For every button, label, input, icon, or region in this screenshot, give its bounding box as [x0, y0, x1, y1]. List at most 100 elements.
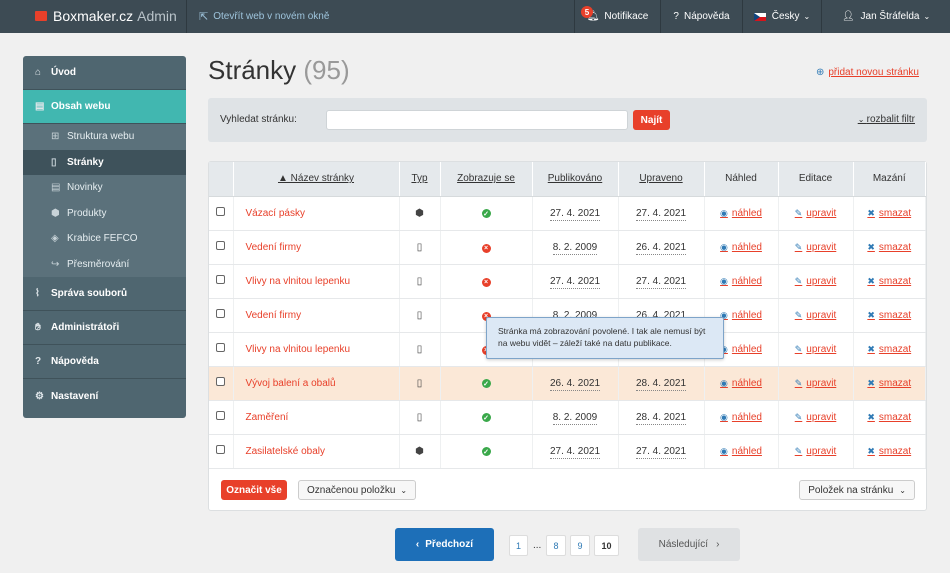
check-circle-icon[interactable]: ✓	[481, 447, 491, 456]
row-checkbox[interactable]	[216, 309, 226, 318]
row-checkbox[interactable]	[216, 445, 226, 454]
check-circle-icon[interactable]: ✓	[481, 379, 491, 388]
page-name-link[interactable]: Zasilatelské obaly	[233, 434, 400, 469]
x-circle-icon[interactable]: ×	[481, 311, 491, 321]
edit-link[interactable]: ✎ upravit	[794, 275, 837, 287]
check-circle-icon[interactable]: ✓	[481, 209, 491, 218]
preview-link[interactable]: ◉náhled	[720, 445, 762, 457]
delete-link[interactable]: ✖ smazat	[867, 207, 912, 219]
edit-icon: ✎	[794, 377, 803, 388]
select-cell	[209, 332, 234, 367]
edit-link[interactable]: ✎ upravit	[794, 343, 837, 355]
select-cell	[209, 366, 234, 401]
search-button[interactable]: Najít	[633, 110, 670, 130]
preview-link[interactable]: ◉náhled	[720, 309, 762, 321]
chevron-down-icon: ⌄	[803, 12, 811, 21]
row-checkbox[interactable]	[216, 377, 226, 386]
delete-link[interactable]: ✖ smazat	[867, 309, 912, 321]
per-page-dropdown[interactable]: Položek na stránku ⌄	[799, 480, 915, 500]
table-row: Zaměření ▯ ✓ 8. 2. 2009 28. 4. 2021 ◉ náhled ✎ u…	[209, 400, 926, 435]
page-name-link[interactable]: Vývoj balení a obalů	[233, 366, 400, 401]
brand-logo[interactable]: Boxmaker.cz Admin	[35, 8, 177, 24]
user-menu[interactable]: 👤︎ Jan Štráfelda ⌄	[821, 0, 950, 33]
page-name-link[interactable]: Zaměření	[233, 400, 400, 435]
edit-link[interactable]: ✎ upravit	[794, 207, 837, 219]
paperclip-icon: ⌇	[35, 288, 40, 299]
language-dropdown[interactable]: Česky ⌄	[742, 0, 821, 33]
sidebar-item-news[interactable]: ▤ Novinky	[51, 182, 103, 194]
sidebar-item-help[interactable]: ? Nápověda	[23, 345, 186, 379]
open-website-link[interactable]: ⇱ Otevřít web v novém okně	[186, 0, 329, 33]
check-circle-icon[interactable]: ✓	[481, 413, 491, 422]
page-name-link[interactable]: Vlivy na vlnitou lepenku	[233, 264, 400, 299]
sidebar-item-files[interactable]: ⌇ Správa souborů	[23, 277, 186, 311]
preview-link[interactable]: ◉náhled	[720, 241, 762, 253]
delete-link[interactable]: ✖ smazat	[867, 343, 912, 355]
sidebar-item-redirects[interactable]: ↪ Přesměrování	[51, 258, 130, 270]
sidebar-item-products[interactable]: ⬢ Produkty	[51, 207, 107, 219]
sidebar-item-home[interactable]: ⌂ Úvod	[23, 56, 186, 90]
name-column-header[interactable]: ▲ Název stránky	[233, 162, 400, 197]
delete-link[interactable]: ✖ smazat	[867, 445, 912, 457]
visibility-cell: ×	[440, 230, 533, 265]
sidebar-item-content[interactable]: ▤ Obsah webu	[23, 90, 186, 124]
x-circle-icon[interactable]: ×	[481, 243, 491, 253]
delete-link[interactable]: ✖ smazat	[867, 241, 912, 253]
edit-link[interactable]: ✎ upravit	[794, 309, 837, 321]
updated-date: 27. 4. 2021	[635, 275, 687, 289]
file-icon: ▯	[416, 275, 423, 287]
sidebar-item-settings[interactable]: ⚙︎ Nastavení	[35, 390, 99, 402]
page-name-link[interactable]: Vedení firmy	[233, 298, 400, 333]
sidebar-item-fefco[interactable]: ◈ Krabice FEFCO	[51, 233, 138, 245]
visibility-cell: ✓	[440, 400, 533, 435]
row-checkbox[interactable]	[216, 275, 226, 284]
delete-cell: ✖ smazat	[853, 196, 926, 231]
mark-all-button[interactable]: Označit vše	[221, 480, 287, 500]
delete-link[interactable]: ✖ smazat	[867, 377, 912, 389]
page-link-10[interactable]: 10	[594, 535, 619, 556]
file-icon: ▯	[416, 241, 423, 253]
edit-link[interactable]: ✎ upravit	[794, 241, 837, 253]
edit-cell: ✎ upravit	[778, 196, 854, 231]
delete-link[interactable]: ✖ smazat	[867, 411, 912, 423]
edit-link[interactable]: ✎ upravit	[794, 445, 837, 457]
search-input[interactable]	[326, 110, 628, 130]
next-page-button[interactable]: Následující ›	[638, 528, 740, 561]
sidebar-item-pages[interactable]: ▯ Stránky	[23, 149, 186, 175]
notifications-button[interactable]: 5 🔔︎ Notifikace	[574, 0, 660, 33]
pagination-ellipsis: ...	[533, 540, 542, 551]
page-link-8[interactable]: 8	[546, 535, 566, 556]
row-checkbox[interactable]	[216, 411, 226, 420]
row-checkbox[interactable]	[216, 241, 226, 250]
page-link-9[interactable]: 9	[570, 535, 590, 556]
preview-link[interactable]: ◉náhled	[720, 411, 762, 423]
visible-column-header[interactable]: Zobrazuje se	[440, 162, 533, 197]
type-column-header[interactable]: Typ	[399, 162, 441, 197]
expand-filter-link[interactable]: ⌄ rozbalit filtr	[857, 114, 915, 125]
published-column-header[interactable]: Publikováno	[532, 162, 619, 197]
sidebar-item-admins[interactable]: ✋︎ Administrátoři	[23, 311, 186, 345]
page-link-1[interactable]: 1	[509, 535, 528, 556]
preview-link[interactable]: ◉náhled	[720, 377, 762, 389]
updated-column-header[interactable]: Upraveno	[618, 162, 705, 197]
row-checkbox[interactable]	[216, 207, 226, 216]
delete-link[interactable]: ✖ smazat	[867, 275, 912, 287]
visibility-cell: ×	[440, 264, 533, 299]
row-checkbox[interactable]	[216, 343, 226, 352]
help-button[interactable]: ? Nápověda	[660, 0, 742, 33]
previous-page-button[interactable]: ‹ Předchozí	[395, 528, 494, 561]
preview-link[interactable]: ◉náhled	[720, 275, 762, 287]
edit-link[interactable]: ✎ upravit	[794, 411, 837, 423]
preview-link[interactable]: ◉náhled	[720, 207, 762, 219]
page-name-link[interactable]: Vlivy na vlnitou lepenku	[233, 332, 400, 367]
preview-link[interactable]: ◉náhled	[720, 344, 762, 355]
bulk-action-dropdown[interactable]: Označenou položku ⌄	[298, 480, 417, 500]
page-name-link[interactable]: Vázací pásky	[233, 196, 400, 231]
x-circle-icon[interactable]: ×	[481, 277, 491, 287]
add-page-link[interactable]: ⊕ přidat novou stránku	[815, 67, 919, 78]
edit-link[interactable]: ✎ upravit	[794, 377, 837, 389]
sidebar-item-structure[interactable]: ⊞ Struktura webu	[51, 131, 135, 143]
published-cell: 26. 4. 2021	[532, 366, 619, 401]
type-cell: ▯	[399, 332, 441, 367]
page-name-link[interactable]: Vedení firmy	[233, 230, 400, 265]
